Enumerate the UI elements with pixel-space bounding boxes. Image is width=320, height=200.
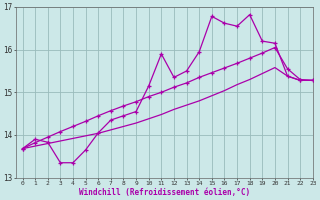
X-axis label: Windchill (Refroidissement éolien,°C): Windchill (Refroidissement éolien,°C) bbox=[79, 188, 250, 197]
